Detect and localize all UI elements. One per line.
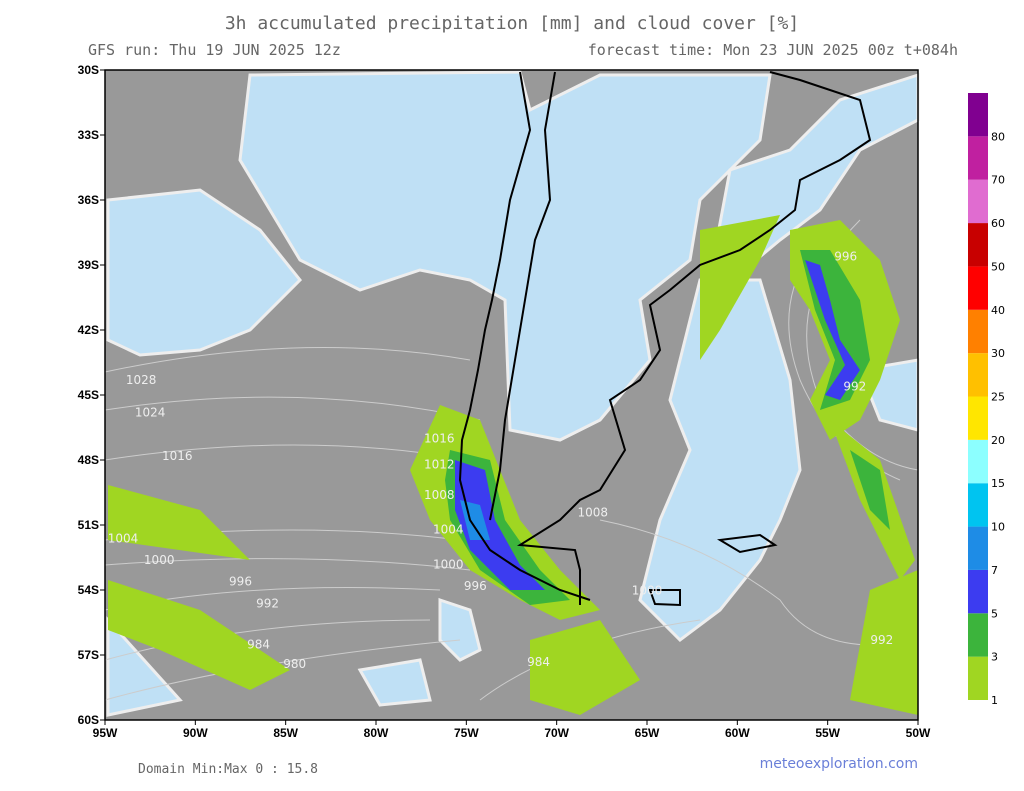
precipitation	[108, 215, 918, 715]
colorbar-swatch	[968, 223, 988, 267]
colorbar-swatch	[968, 353, 988, 397]
isobar-label: 992	[256, 596, 279, 610]
isobar-label: 996	[834, 250, 857, 264]
site-credit: meteoexploration.com	[760, 756, 918, 772]
colorbar-label: 25	[991, 391, 1005, 404]
colorbar-label: 10	[991, 521, 1005, 534]
colorbar-swatch	[968, 309, 988, 354]
colorbar-swatch	[968, 569, 988, 614]
isobar-lines	[104, 219, 919, 701]
colorbar-label: 3	[991, 651, 998, 664]
colorbar-label: 15	[991, 477, 1005, 490]
domain-minmax: Domain Min:Max 0 : 15.8	[138, 762, 318, 777]
isobar-label: 1000	[433, 557, 464, 571]
colorbar-label: 60	[991, 217, 1005, 230]
isobar-label: 984	[247, 638, 270, 652]
isobar-label: 1004	[433, 523, 464, 537]
x-tick-label: 65W	[635, 726, 660, 740]
isobar-label: 996	[229, 575, 252, 589]
colorbar-swatch	[968, 136, 988, 180]
isobar-labels: 1028102410161016101210081004100099610041…	[108, 250, 894, 671]
x-tick-label: 85W	[273, 726, 298, 740]
colorbar-swatch	[968, 613, 988, 657]
x-tick-label: 80W	[364, 726, 389, 740]
y-tick-label: 39S	[78, 258, 99, 272]
x-tick-label: 50W	[906, 726, 931, 740]
colorbar-swatch	[968, 179, 988, 224]
y-tick-label: 36S	[78, 193, 99, 207]
isobar-label: 980	[283, 657, 306, 671]
isobar-label: 1008	[424, 488, 455, 502]
coastlines	[458, 71, 872, 607]
colorbar-swatch	[968, 483, 988, 527]
isobar-label: 1028	[126, 373, 157, 387]
isobar-label: 996	[464, 579, 487, 593]
y-tick-label: 33S	[78, 128, 99, 142]
x-tick-label: 90W	[183, 726, 208, 740]
isobar-label: 1000	[632, 583, 663, 597]
colorbar-swatch	[968, 526, 988, 570]
forecast-info: forecast time: Mon 23 JUN 2025 00z t+084…	[588, 41, 958, 59]
isobar-label: 1024	[135, 406, 166, 420]
isobar-label: 992	[870, 633, 893, 647]
colorbar: 1 3 5 7 10 15 20 25 30 40 50 60 70 80	[968, 93, 1005, 707]
y-tick-label: 57S	[78, 648, 99, 662]
y-tick-label: 60S	[78, 713, 99, 727]
x-tick-label: 95W	[93, 726, 118, 740]
title: 3h accumulated precipitation [mm] and cl…	[225, 13, 799, 34]
isobar-label: 1016	[424, 432, 455, 446]
y-tick-label: 51S	[78, 518, 99, 532]
colorbar-swatch	[968, 439, 988, 484]
colorbar-label: 20	[991, 434, 1005, 447]
colorbar-label: 1	[991, 694, 998, 707]
isobar-label: 984	[527, 655, 550, 669]
isobar-label: 992	[843, 380, 866, 394]
colorbar-label: 40	[991, 304, 1005, 317]
colorbar-swatch	[968, 266, 988, 310]
colorbar-label: 70	[991, 174, 1005, 187]
isobar-label: 1016	[162, 449, 193, 463]
y-tick-label: 45S	[78, 388, 99, 402]
isobar-label: 1004	[108, 531, 139, 545]
isobar-label: 1000	[144, 553, 175, 567]
isobar-label: 1008	[578, 505, 609, 519]
colorbar-label: 30	[991, 347, 1005, 360]
colorbar-swatch	[968, 656, 988, 700]
colorbar-swatch	[968, 396, 988, 440]
colorbar-label: 5	[991, 607, 998, 620]
clear-sky	[106, 70, 920, 717]
colorbar-label: 7	[991, 564, 998, 577]
isobar-label: 1012	[424, 458, 455, 472]
y-tick-label: 42S	[78, 323, 99, 337]
y-tick-label: 54S	[78, 583, 99, 597]
map-area	[104, 70, 920, 720]
colorbar-label: 50	[991, 260, 1005, 273]
x-tick-label: 70W	[544, 726, 569, 740]
x-tick-label: 60W	[725, 726, 750, 740]
x-tick-label: 55W	[815, 726, 840, 740]
y-tick-label: 48S	[78, 453, 99, 467]
run-info: GFS run: Thu 19 JUN 2025 12z	[88, 41, 341, 59]
colorbar-label: 80	[991, 130, 1005, 143]
x-tick-label: 75W	[454, 726, 479, 740]
colorbar-swatch	[968, 93, 988, 137]
y-tick-label: 30S	[78, 63, 99, 77]
axes: 95W 90W 85W 80W 75W 70W 65W 60W 55W 50W 30S 33S 36S 3…	[78, 63, 931, 740]
